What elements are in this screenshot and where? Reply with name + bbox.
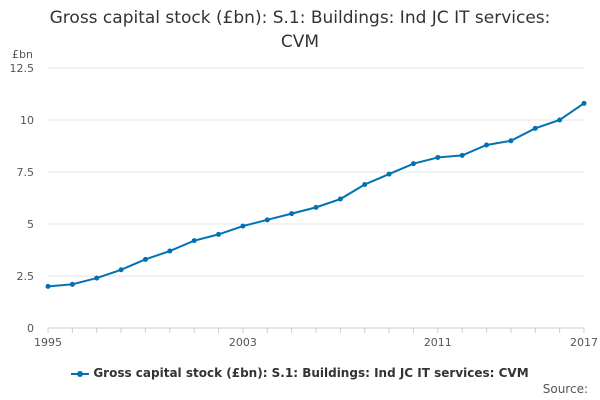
series-group (45, 100, 587, 289)
x-tick-label: 2003 (229, 336, 257, 349)
y-axis-ticks: 0 2.5 5 7.5 10 12.5 (10, 62, 35, 335)
data-point (264, 217, 270, 223)
series-line (47, 102, 585, 288)
y-axis-label: £bn (12, 48, 33, 61)
y-tick-label: 7.5 (17, 166, 35, 179)
y-tick-label: 2.5 (17, 270, 35, 283)
chart-title-line-1: Gross capital stock (£bn): S.1: Building… (49, 8, 551, 28)
legend-label: Gross capital stock (£bn): S.1: Building… (93, 366, 529, 380)
data-point (459, 152, 465, 158)
data-point (532, 125, 538, 131)
x-tick-label: 2011 (424, 336, 452, 349)
data-point (410, 161, 416, 167)
data-point (240, 223, 246, 229)
source-label: Source: (542, 382, 588, 396)
x-axis: 1995 2003 2011 2017 (34, 327, 598, 349)
data-point (362, 181, 368, 187)
data-point (69, 281, 75, 287)
y-tick-label: 0 (27, 322, 34, 335)
x-tick-label: 1995 (34, 336, 62, 349)
y-tick-label: 10 (20, 114, 34, 127)
x-tick-label: 2017 (570, 336, 598, 349)
data-point (581, 100, 587, 106)
data-point (118, 267, 124, 273)
data-point (191, 238, 197, 244)
data-point (216, 231, 222, 237)
data-point (313, 204, 319, 210)
y-tick-label: 12.5 (10, 62, 35, 75)
data-point (142, 256, 148, 262)
legend[interactable]: Gross capital stock (£bn): S.1: Building… (0, 366, 600, 380)
data-point (289, 211, 295, 217)
data-point (484, 142, 490, 148)
chart-title-line-2: CVM (280, 32, 320, 52)
data-point (557, 117, 563, 123)
data-point (435, 154, 441, 160)
legend-swatch (71, 369, 90, 379)
data-point (337, 196, 343, 202)
y-tick-label: 5 (27, 218, 34, 231)
data-point (386, 171, 392, 177)
chart-title: Gross capital stock (£bn): S.1: Building… (0, 6, 600, 54)
data-point (45, 283, 51, 289)
gridlines (48, 67, 584, 277)
data-point (94, 275, 100, 281)
data-point (167, 248, 173, 254)
data-point (508, 138, 514, 144)
